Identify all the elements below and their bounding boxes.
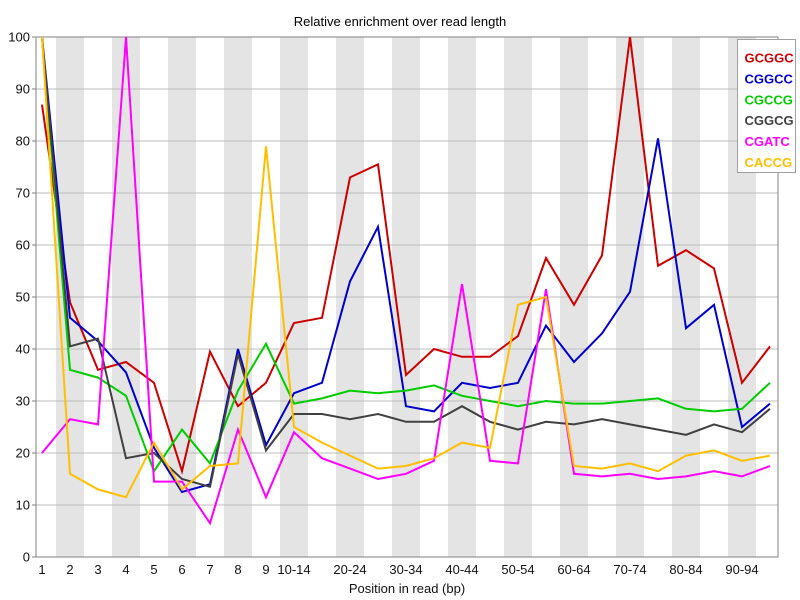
legend-label-CGATC: CGATC (745, 134, 791, 149)
series-line-CGATC (41, 36, 771, 526)
x-tick-label: 3 (94, 562, 101, 577)
y-tick-label: 90 (16, 82, 30, 97)
y-tick-label: 30 (16, 394, 30, 409)
x-tick-label: 30-34 (389, 562, 422, 577)
x-tick-label: 10-14 (277, 562, 310, 577)
x-tick-label: 20-24 (333, 562, 366, 577)
x-tick-label: 60-64 (557, 562, 590, 577)
y-tick-label: 20 (16, 446, 30, 461)
legend-label-CACCG: CACCG (745, 155, 793, 170)
legend-label-CGCCG: CGCCG (745, 92, 793, 107)
legend-label-CGGCC: CGGCC (745, 71, 794, 86)
x-tick-label: 5 (150, 562, 157, 577)
y-tick-label: 80 (16, 134, 30, 149)
legend-box (737, 39, 796, 173)
y-tick-label: 50 (16, 290, 30, 305)
x-tick-label: 4 (122, 562, 129, 577)
x-tick-label: 9 (262, 562, 269, 577)
x-tick-label: 2 (66, 562, 73, 577)
y-tick-label: 60 (16, 238, 30, 253)
x-tick-label: 8 (234, 562, 241, 577)
x-tick-label: 80-84 (669, 562, 702, 577)
x-tick-label: 6 (178, 562, 185, 577)
legend-label-GCGGC: GCGGC (745, 51, 795, 66)
x-tick-label: 50-54 (501, 562, 534, 577)
chart-title: Relative enrichment over read length (293, 14, 507, 29)
x-tick-label: 7 (206, 562, 213, 577)
y-tick-label: 100 (8, 30, 30, 45)
y-tick-label: 70 (16, 186, 30, 201)
y-tick-label: 40 (16, 342, 30, 357)
x-tick-label: 1 (38, 562, 45, 577)
y-tick-label: 10 (16, 498, 30, 513)
legend-label-CGGCG: CGGCG (745, 113, 794, 128)
y-tick-label: 0 (23, 550, 30, 565)
x-tick-label: 70-74 (613, 562, 646, 577)
x-tick-label: 90-94 (725, 562, 758, 577)
series-line-CACCG (41, 36, 771, 499)
series-line-CGGCG (41, 36, 771, 489)
x-tick-label: 40-44 (445, 562, 478, 577)
x-axis-label: Position in read (bp) (348, 581, 466, 596)
